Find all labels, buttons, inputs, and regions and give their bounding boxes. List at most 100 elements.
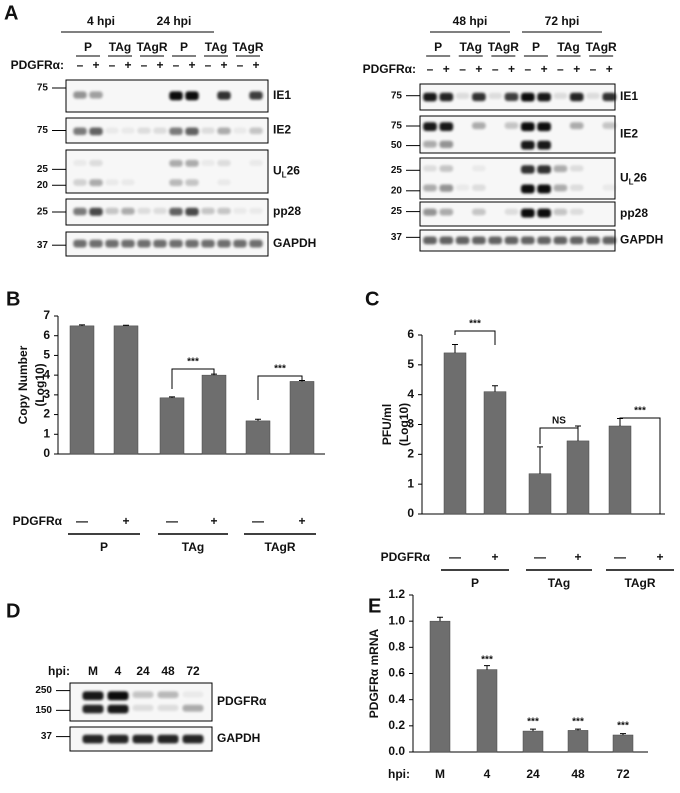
protein-suffix: 26	[287, 164, 301, 178]
band	[105, 239, 119, 248]
y-tick-label: 4	[43, 367, 50, 381]
x-axis-label: PDGFRα	[13, 514, 63, 528]
protein-name: U	[620, 171, 629, 185]
band	[105, 127, 119, 134]
band	[423, 140, 437, 148]
band	[132, 691, 154, 698]
error-bar	[530, 728, 536, 732]
row-label: PDGFRα:	[11, 58, 64, 72]
y-tick-label: 0.0	[388, 744, 405, 758]
lane-label: +	[573, 62, 580, 76]
group-label: TAg	[205, 40, 227, 54]
band	[423, 165, 437, 172]
group-label: TAg	[557, 40, 579, 54]
error-bar	[575, 728, 581, 731]
y-tick-label: 6	[407, 327, 414, 341]
lane-label: 72	[186, 664, 200, 678]
band	[169, 207, 183, 216]
y-tick-label: 0.2	[388, 718, 405, 732]
significance-bracket	[257, 375, 303, 400]
protein-label: PDGFRα	[217, 694, 267, 708]
lane-label: 4	[115, 664, 122, 678]
protein-label: GAPDH	[273, 236, 316, 250]
band	[121, 179, 135, 186]
x-axis-label: PDGFRα	[381, 550, 431, 564]
band	[553, 92, 568, 99]
band	[89, 127, 103, 136]
protein-label: GAPDH	[620, 233, 663, 247]
x-tick-label: +	[122, 514, 129, 528]
y-axis-label: PDGFRα mRNA	[367, 628, 381, 718]
y-tick-label: 7	[43, 308, 50, 322]
panel-letter: E	[368, 595, 381, 617]
band	[455, 236, 470, 245]
band	[537, 122, 551, 132]
band	[107, 691, 129, 701]
bar	[443, 352, 467, 515]
bar	[566, 440, 590, 515]
timepoint-label: 48 hpi	[453, 14, 488, 28]
band	[520, 165, 535, 174]
marker-label: 75	[37, 125, 49, 136]
band	[169, 239, 183, 248]
y-tick-label: 0	[407, 506, 414, 520]
lane-label: +	[475, 62, 482, 76]
band	[89, 207, 103, 216]
band	[537, 236, 551, 245]
x-tick-label: +	[210, 514, 217, 528]
band	[423, 92, 437, 102]
band	[249, 127, 263, 135]
band	[553, 165, 568, 173]
protein-label: UL26	[620, 171, 647, 187]
group-label: P	[84, 40, 92, 54]
x-tick-label: —	[614, 550, 626, 564]
band	[249, 239, 263, 248]
band	[185, 207, 199, 216]
timepoint-label: 72 hpi	[545, 14, 580, 28]
band	[107, 734, 129, 744]
marker-label: 25	[391, 165, 403, 176]
bar	[201, 374, 227, 455]
lane-label: +	[92, 58, 99, 72]
lane-label: –	[77, 58, 84, 72]
lane-label: –	[590, 62, 597, 76]
band	[602, 122, 617, 129]
band	[488, 92, 503, 99]
x-tick-label: +	[656, 550, 663, 564]
lane-label: +	[220, 58, 227, 72]
lane-label: +	[156, 58, 163, 72]
band	[249, 91, 263, 100]
band	[82, 704, 104, 714]
band	[89, 159, 103, 167]
band	[169, 179, 183, 186]
protein-name: pp28	[273, 204, 301, 218]
marker-label: 37	[391, 232, 403, 243]
band	[82, 691, 104, 701]
band	[201, 159, 215, 167]
band	[504, 92, 519, 101]
marker-label: 20	[391, 185, 403, 196]
band	[504, 208, 519, 215]
band	[82, 734, 104, 744]
band	[504, 236, 519, 245]
error-bar	[79, 324, 85, 326]
error-bar	[123, 324, 129, 326]
band	[439, 92, 454, 102]
group-label: TAg	[548, 576, 570, 590]
band	[537, 184, 551, 194]
protein-name: IE2	[273, 123, 291, 137]
group-label: P	[100, 540, 108, 554]
protein-name: PDGFRα	[217, 694, 267, 708]
lane-label: M	[88, 664, 98, 678]
protein-name: GAPDH	[217, 731, 260, 745]
lane-label: +	[443, 62, 450, 76]
significance-label: ***	[187, 357, 199, 368]
band	[182, 691, 204, 698]
x-tick-label: +	[574, 550, 581, 564]
band	[439, 122, 454, 131]
y-tick-label: 1	[407, 476, 414, 490]
band	[439, 165, 454, 172]
band	[439, 140, 454, 148]
lane-label: 48	[161, 664, 175, 678]
band	[472, 184, 486, 191]
